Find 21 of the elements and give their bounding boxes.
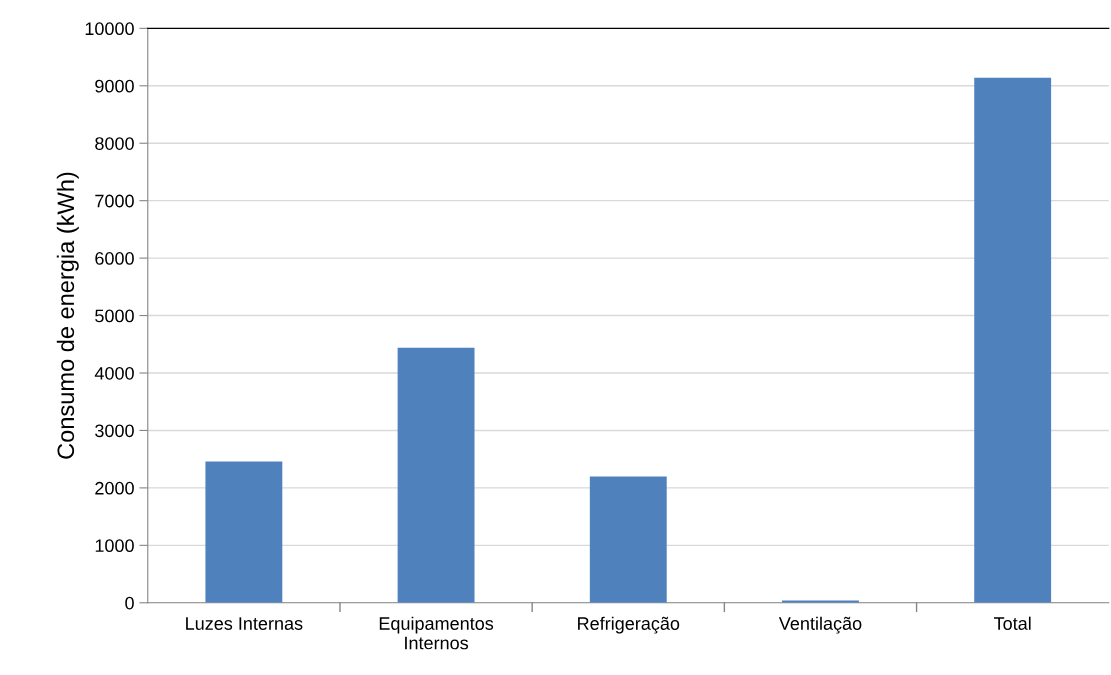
x-tick-label: Equipamentos Internos [379, 616, 494, 650]
y-tick-label: 9000 [95, 79, 134, 93]
x-tick-label: Total [994, 616, 1031, 630]
y-tick-label: 6000 [95, 252, 134, 265]
y-tick-label: 1000 [95, 539, 134, 553]
x-tick-label: Refrigeração [578, 616, 680, 634]
y-tick-label: 8000 [95, 137, 134, 150]
bar [974, 77, 1052, 603]
y-axis-title: Consumo de energia (kWh) [56, 172, 79, 459]
bar [205, 461, 283, 603]
bar [589, 476, 667, 603]
x-tick-label: Ventilação [778, 616, 862, 634]
y-tick-label: 3000 [95, 424, 134, 438]
y-tick-label: 4000 [94, 366, 134, 380]
y-tick-label: 2000 [95, 481, 134, 495]
y-tick-label: 7000 [95, 194, 134, 208]
bar [397, 347, 475, 603]
x-tick-label: Luzes Internas [186, 617, 303, 630]
y-tick-label: 10000 [85, 22, 134, 36]
y-tick-label: 0 [125, 596, 134, 610]
y-tick-label: 5000 [95, 309, 134, 323]
